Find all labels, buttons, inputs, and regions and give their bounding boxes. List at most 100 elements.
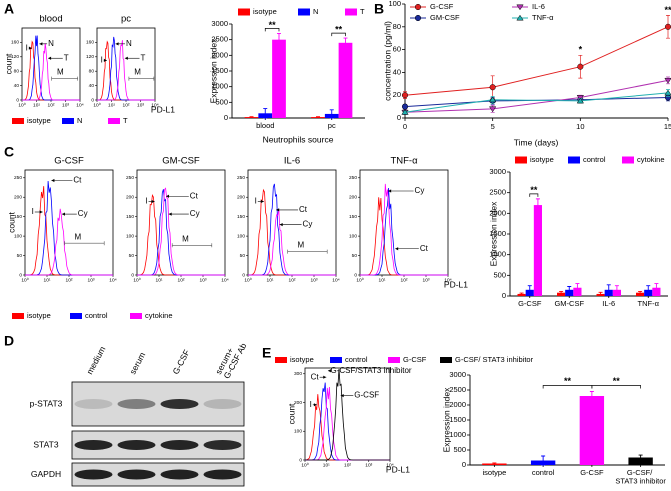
arrow-head bbox=[28, 46, 32, 50]
y-tick-label: 250 bbox=[237, 175, 245, 181]
error-bar bbox=[519, 292, 524, 296]
y-tick-label: 100 bbox=[14, 233, 22, 239]
x-tick-label: 10³ bbox=[365, 462, 372, 468]
x-axis-label: Time (days) bbox=[514, 137, 559, 147]
error-bar bbox=[492, 462, 497, 465]
legend-swatch bbox=[622, 156, 634, 164]
gate-marker bbox=[171, 243, 213, 248]
error-bar bbox=[589, 391, 594, 401]
y-axis-label: concentration (pg/ml) bbox=[382, 21, 392, 101]
error-bar bbox=[638, 454, 643, 461]
y-tick-label: 3000 bbox=[211, 19, 228, 28]
error-bar bbox=[638, 291, 643, 295]
legend-swatch bbox=[62, 118, 74, 124]
y-tick-label: 3000 bbox=[489, 167, 506, 176]
point bbox=[577, 63, 584, 70]
y-tick-label: 0 bbox=[397, 113, 401, 122]
blot-strip bbox=[71, 381, 245, 427]
x-tick-label: 0 bbox=[403, 122, 407, 131]
y-tick-label: 150 bbox=[126, 214, 134, 220]
y-tick-label: 50 bbox=[17, 253, 23, 259]
x-tick-label: 10¹ bbox=[44, 277, 51, 283]
blot-band bbox=[117, 399, 156, 409]
blot-band bbox=[160, 469, 199, 480]
legend-swatch bbox=[515, 156, 527, 164]
error-bar bbox=[541, 455, 546, 466]
point bbox=[576, 97, 584, 104]
significance-bracket bbox=[264, 28, 280, 32]
arrow-head bbox=[124, 56, 128, 60]
y-tick-label: 2500 bbox=[449, 385, 466, 394]
arrow-head bbox=[276, 208, 280, 212]
arrow-head bbox=[279, 223, 283, 227]
y-tick-label: 0 bbox=[354, 272, 357, 278]
series-line bbox=[404, 92, 669, 113]
gate-label: M bbox=[74, 232, 81, 241]
curve-label: I bbox=[101, 56, 103, 65]
y-tick-label: 200 bbox=[294, 400, 302, 406]
y-tick-label: 120 bbox=[86, 54, 94, 60]
panel-letter: C bbox=[4, 144, 14, 160]
legend-marker bbox=[516, 14, 524, 21]
gate-label: M bbox=[134, 68, 141, 77]
y-axis-label: Expression index bbox=[488, 201, 498, 266]
arrow-head bbox=[151, 199, 155, 204]
row-label: GAPDH bbox=[31, 469, 61, 479]
significance-bracket bbox=[591, 385, 641, 389]
blot-band bbox=[203, 399, 242, 409]
y-tick-label: 1000 bbox=[211, 82, 228, 91]
y-tick-label: 0 bbox=[224, 113, 228, 122]
error-bar bbox=[606, 284, 611, 296]
error-bar bbox=[316, 116, 321, 118]
x-tick-label: 10³ bbox=[88, 277, 95, 283]
legend-label: G-CSF/ STAT3 inhibitor bbox=[455, 355, 534, 364]
curve-label: I bbox=[310, 400, 312, 409]
x-tick-label: G-CSF bbox=[580, 468, 604, 477]
curve-label: Ct bbox=[311, 372, 320, 381]
y-tick-label: 100 bbox=[294, 429, 302, 435]
x-tick-label: 10² bbox=[48, 102, 55, 108]
blot-band bbox=[74, 399, 113, 409]
curve-label: Ct bbox=[73, 176, 82, 185]
bar bbox=[579, 396, 605, 465]
curve-label: Ct bbox=[299, 205, 308, 214]
series-line bbox=[404, 26, 669, 96]
x-tick-label: IL-6 bbox=[602, 299, 615, 308]
arrow-head bbox=[313, 403, 317, 407]
arrow-head bbox=[39, 42, 43, 46]
x-tick-label: 10³ bbox=[62, 102, 69, 108]
series-line bbox=[404, 79, 669, 113]
point bbox=[489, 84, 496, 91]
y-tick-label: 0 bbox=[91, 97, 94, 103]
x-tick-label: 10² bbox=[344, 462, 351, 468]
curve-label: I bbox=[145, 197, 147, 206]
legend-swatch bbox=[388, 357, 400, 363]
x-tick-label: pc bbox=[328, 121, 336, 130]
x-tick-label: 10⁰ bbox=[301, 462, 308, 468]
histogram-curve bbox=[360, 183, 448, 276]
x-tick-label: 10⁴ bbox=[109, 277, 116, 283]
y-tick-label: 100 bbox=[388, 0, 401, 8]
x-tick-label: 10¹ bbox=[156, 277, 163, 283]
x-tick-label: 10¹ bbox=[267, 277, 274, 283]
gate-label: M bbox=[57, 68, 64, 77]
row-label: STAT3 bbox=[33, 439, 58, 449]
y-axis-label: count bbox=[3, 53, 13, 74]
y-tick-label: 150 bbox=[237, 214, 245, 220]
error-bar bbox=[598, 291, 603, 297]
arrow-head bbox=[388, 189, 392, 193]
gate-label: M bbox=[297, 241, 304, 250]
row-label: p-STAT3 bbox=[30, 398, 63, 408]
x-tick-label: GM-CSF bbox=[554, 299, 584, 308]
x-tick-label: 10 bbox=[576, 122, 584, 131]
panel-letter: B bbox=[374, 1, 384, 17]
legend-label: IL-6 bbox=[532, 2, 545, 11]
x-tick-label: 10² bbox=[66, 277, 73, 283]
bar bbox=[628, 457, 653, 465]
error-bar bbox=[575, 283, 580, 293]
significance-bracket bbox=[331, 32, 346, 37]
x-axis-label: Neutrophils source bbox=[263, 134, 334, 144]
gate-marker bbox=[128, 76, 155, 81]
y-tick-label: 100 bbox=[237, 233, 245, 239]
x-tick-label: 10⁴ bbox=[151, 102, 158, 108]
